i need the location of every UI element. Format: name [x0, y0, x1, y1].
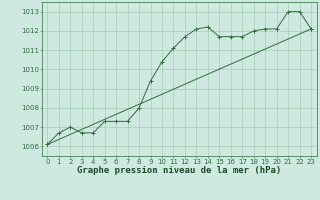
X-axis label: Graphe pression niveau de la mer (hPa): Graphe pression niveau de la mer (hPa): [77, 166, 281, 175]
